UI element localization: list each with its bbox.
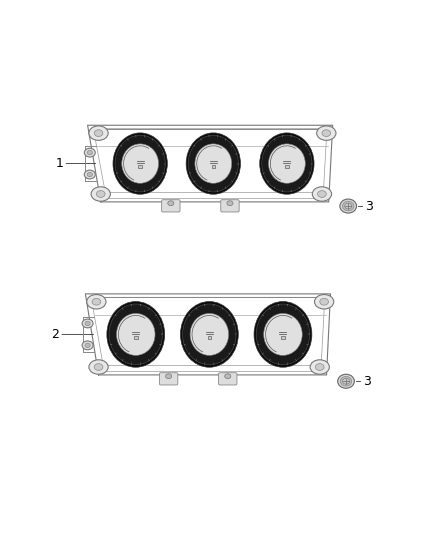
Ellipse shape bbox=[318, 191, 326, 197]
Ellipse shape bbox=[190, 313, 229, 356]
Text: 1: 1 bbox=[55, 157, 63, 170]
Ellipse shape bbox=[113, 133, 167, 194]
Ellipse shape bbox=[84, 148, 95, 157]
Ellipse shape bbox=[317, 126, 336, 140]
Ellipse shape bbox=[256, 304, 310, 365]
Ellipse shape bbox=[96, 191, 105, 197]
Ellipse shape bbox=[340, 376, 352, 386]
Bar bbox=[285, 165, 289, 168]
Ellipse shape bbox=[85, 321, 90, 326]
FancyBboxPatch shape bbox=[162, 200, 180, 212]
Ellipse shape bbox=[315, 364, 324, 370]
Ellipse shape bbox=[180, 302, 238, 367]
Ellipse shape bbox=[168, 201, 174, 206]
Ellipse shape bbox=[345, 203, 352, 209]
Ellipse shape bbox=[94, 364, 103, 370]
Ellipse shape bbox=[338, 374, 354, 388]
Ellipse shape bbox=[254, 302, 312, 367]
Ellipse shape bbox=[260, 133, 314, 194]
Ellipse shape bbox=[117, 313, 155, 356]
Ellipse shape bbox=[87, 295, 106, 309]
Text: 3: 3 bbox=[365, 199, 373, 213]
Ellipse shape bbox=[87, 172, 92, 177]
Ellipse shape bbox=[115, 135, 165, 192]
Ellipse shape bbox=[262, 135, 312, 192]
Bar bbox=[134, 336, 138, 339]
Ellipse shape bbox=[264, 313, 302, 356]
Ellipse shape bbox=[183, 304, 236, 365]
Ellipse shape bbox=[322, 130, 331, 136]
Ellipse shape bbox=[343, 201, 354, 211]
Ellipse shape bbox=[312, 187, 332, 201]
Ellipse shape bbox=[195, 144, 232, 183]
Ellipse shape bbox=[314, 295, 334, 309]
Ellipse shape bbox=[227, 201, 233, 206]
Ellipse shape bbox=[84, 170, 95, 179]
Bar bbox=[138, 165, 142, 168]
Ellipse shape bbox=[186, 133, 240, 194]
Ellipse shape bbox=[92, 298, 101, 305]
Text: 3: 3 bbox=[363, 375, 371, 387]
Ellipse shape bbox=[310, 360, 329, 374]
Text: 2: 2 bbox=[51, 328, 59, 341]
Ellipse shape bbox=[320, 298, 328, 305]
Ellipse shape bbox=[89, 360, 108, 374]
Ellipse shape bbox=[340, 199, 357, 213]
Bar bbox=[212, 165, 215, 168]
Ellipse shape bbox=[82, 341, 93, 350]
FancyBboxPatch shape bbox=[219, 373, 237, 385]
Bar bbox=[208, 336, 211, 339]
Ellipse shape bbox=[85, 343, 90, 348]
Ellipse shape bbox=[109, 304, 162, 365]
FancyBboxPatch shape bbox=[159, 373, 178, 385]
Ellipse shape bbox=[94, 130, 103, 136]
Ellipse shape bbox=[91, 187, 110, 201]
Ellipse shape bbox=[166, 374, 172, 378]
Ellipse shape bbox=[225, 374, 231, 378]
Ellipse shape bbox=[188, 135, 238, 192]
Ellipse shape bbox=[122, 144, 159, 183]
Ellipse shape bbox=[87, 150, 92, 155]
Bar bbox=[281, 336, 285, 339]
Ellipse shape bbox=[82, 319, 93, 328]
FancyBboxPatch shape bbox=[221, 200, 239, 212]
Ellipse shape bbox=[89, 126, 108, 140]
Ellipse shape bbox=[268, 144, 305, 183]
Ellipse shape bbox=[343, 378, 350, 384]
Ellipse shape bbox=[107, 302, 165, 367]
